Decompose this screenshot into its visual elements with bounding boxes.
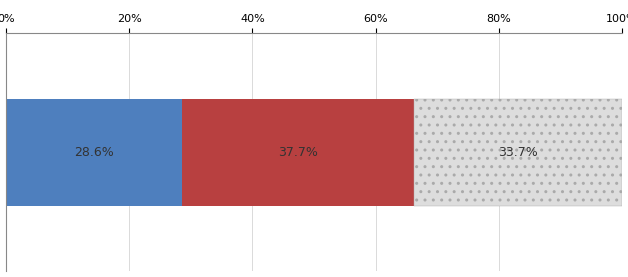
Text: 33.7%: 33.7%	[498, 146, 538, 159]
Bar	[182, 99, 414, 206]
Bar	[414, 99, 622, 206]
Text: 28.6%: 28.6%	[74, 146, 114, 159]
Bar	[6, 99, 182, 206]
Text: 37.7%: 37.7%	[278, 146, 318, 159]
